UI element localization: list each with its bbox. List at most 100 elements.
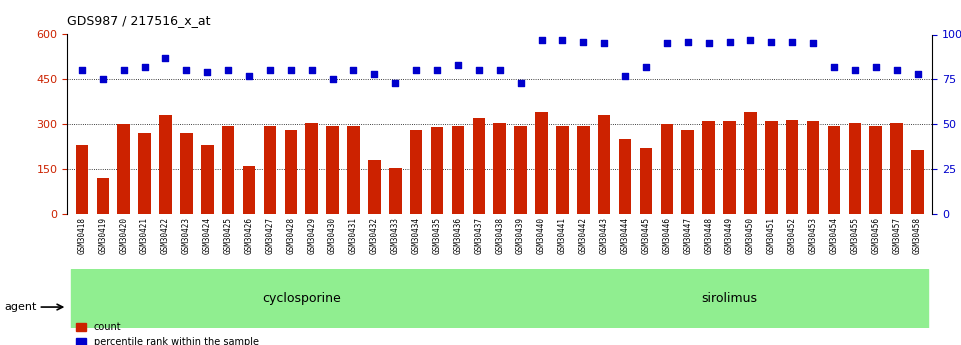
Point	[74, 68, 89, 73]
Text: GSM30439: GSM30439	[516, 217, 525, 254]
Point	[805, 41, 821, 46]
Point	[848, 68, 863, 73]
Text: GSM30440: GSM30440	[537, 217, 546, 254]
Text: cyclosporine: cyclosporine	[262, 292, 340, 305]
Point	[158, 55, 173, 61]
Bar	[849, 123, 861, 214]
Point	[597, 41, 612, 46]
Text: GSM30452: GSM30452	[788, 217, 797, 254]
Point	[910, 71, 925, 77]
Bar	[786, 120, 799, 214]
Point	[743, 37, 758, 43]
Bar	[724, 121, 736, 214]
Point	[533, 37, 549, 43]
Bar	[911, 150, 924, 214]
Text: GSM30444: GSM30444	[621, 217, 629, 254]
Point	[826, 64, 842, 70]
Point	[513, 80, 529, 86]
Bar	[493, 123, 506, 214]
Text: GSM30422: GSM30422	[160, 217, 170, 254]
Point	[408, 68, 424, 73]
Point	[492, 68, 507, 73]
Bar	[827, 126, 840, 214]
Bar	[76, 145, 88, 214]
Point	[659, 41, 675, 46]
Point	[200, 69, 215, 75]
Bar	[71, 269, 531, 328]
Bar	[514, 126, 527, 214]
Text: agent: agent	[5, 302, 37, 312]
Point	[554, 37, 570, 43]
Bar	[138, 133, 151, 214]
Bar	[389, 168, 402, 214]
Bar	[535, 112, 548, 214]
Text: GSM30433: GSM30433	[391, 217, 400, 254]
Text: GSM30437: GSM30437	[475, 217, 483, 254]
Text: GSM30451: GSM30451	[767, 217, 776, 254]
Point	[346, 68, 361, 73]
Text: GSM30434: GSM30434	[411, 217, 421, 254]
Bar	[306, 123, 318, 214]
Bar	[619, 139, 631, 214]
Text: GSM30450: GSM30450	[746, 217, 755, 254]
Point	[451, 62, 466, 68]
Bar	[222, 126, 234, 214]
Text: GSM30425: GSM30425	[224, 217, 233, 254]
Point	[136, 64, 152, 70]
Point	[241, 73, 257, 79]
Text: GSM30426: GSM30426	[244, 217, 254, 254]
Bar	[431, 127, 443, 214]
Bar	[660, 124, 673, 214]
Point	[471, 68, 486, 73]
Text: GSM30427: GSM30427	[265, 217, 275, 254]
Bar	[368, 160, 381, 214]
Bar	[347, 126, 359, 214]
Point	[95, 77, 111, 82]
Text: GSM30453: GSM30453	[808, 217, 818, 254]
Bar	[410, 130, 423, 214]
Point	[617, 73, 632, 79]
Text: GSM30435: GSM30435	[432, 217, 441, 254]
Text: GSM30449: GSM30449	[725, 217, 734, 254]
Point	[889, 68, 904, 73]
Bar	[452, 126, 464, 214]
Text: GSM30448: GSM30448	[704, 217, 713, 254]
Bar	[180, 133, 192, 214]
Bar	[160, 115, 172, 214]
Point	[764, 39, 779, 45]
Text: GSM30428: GSM30428	[286, 217, 295, 254]
Bar	[891, 123, 903, 214]
Bar	[640, 148, 653, 214]
Point	[262, 68, 278, 73]
Text: GSM30458: GSM30458	[913, 217, 922, 254]
Text: GSM30447: GSM30447	[683, 217, 692, 254]
Point	[722, 39, 737, 45]
Point	[638, 64, 653, 70]
Point	[387, 80, 403, 86]
Text: GSM30429: GSM30429	[308, 217, 316, 254]
Legend: count, percentile rank within the sample: count, percentile rank within the sample	[72, 318, 262, 345]
Bar	[473, 118, 485, 214]
Text: GSM30418: GSM30418	[78, 217, 86, 254]
Bar	[598, 115, 610, 214]
Text: GSM30436: GSM30436	[454, 217, 462, 254]
Text: GSM30424: GSM30424	[203, 217, 211, 254]
Bar	[201, 145, 213, 214]
Text: GDS987 / 217516_x_at: GDS987 / 217516_x_at	[67, 14, 210, 27]
Text: GSM30456: GSM30456	[872, 217, 880, 254]
Point	[367, 71, 382, 77]
Text: GSM30446: GSM30446	[662, 217, 672, 254]
Text: GSM30455: GSM30455	[850, 217, 859, 254]
Point	[283, 68, 299, 73]
Text: GSM30442: GSM30442	[579, 217, 588, 254]
Point	[576, 39, 591, 45]
Text: GSM30454: GSM30454	[829, 217, 839, 254]
Bar	[681, 130, 694, 214]
Text: GSM30441: GSM30441	[558, 217, 567, 254]
Bar	[556, 126, 569, 214]
Bar	[807, 121, 820, 214]
Text: GSM30438: GSM30438	[495, 217, 505, 254]
Point	[680, 39, 696, 45]
Text: GSM30431: GSM30431	[349, 217, 358, 254]
Text: GSM30445: GSM30445	[641, 217, 651, 254]
